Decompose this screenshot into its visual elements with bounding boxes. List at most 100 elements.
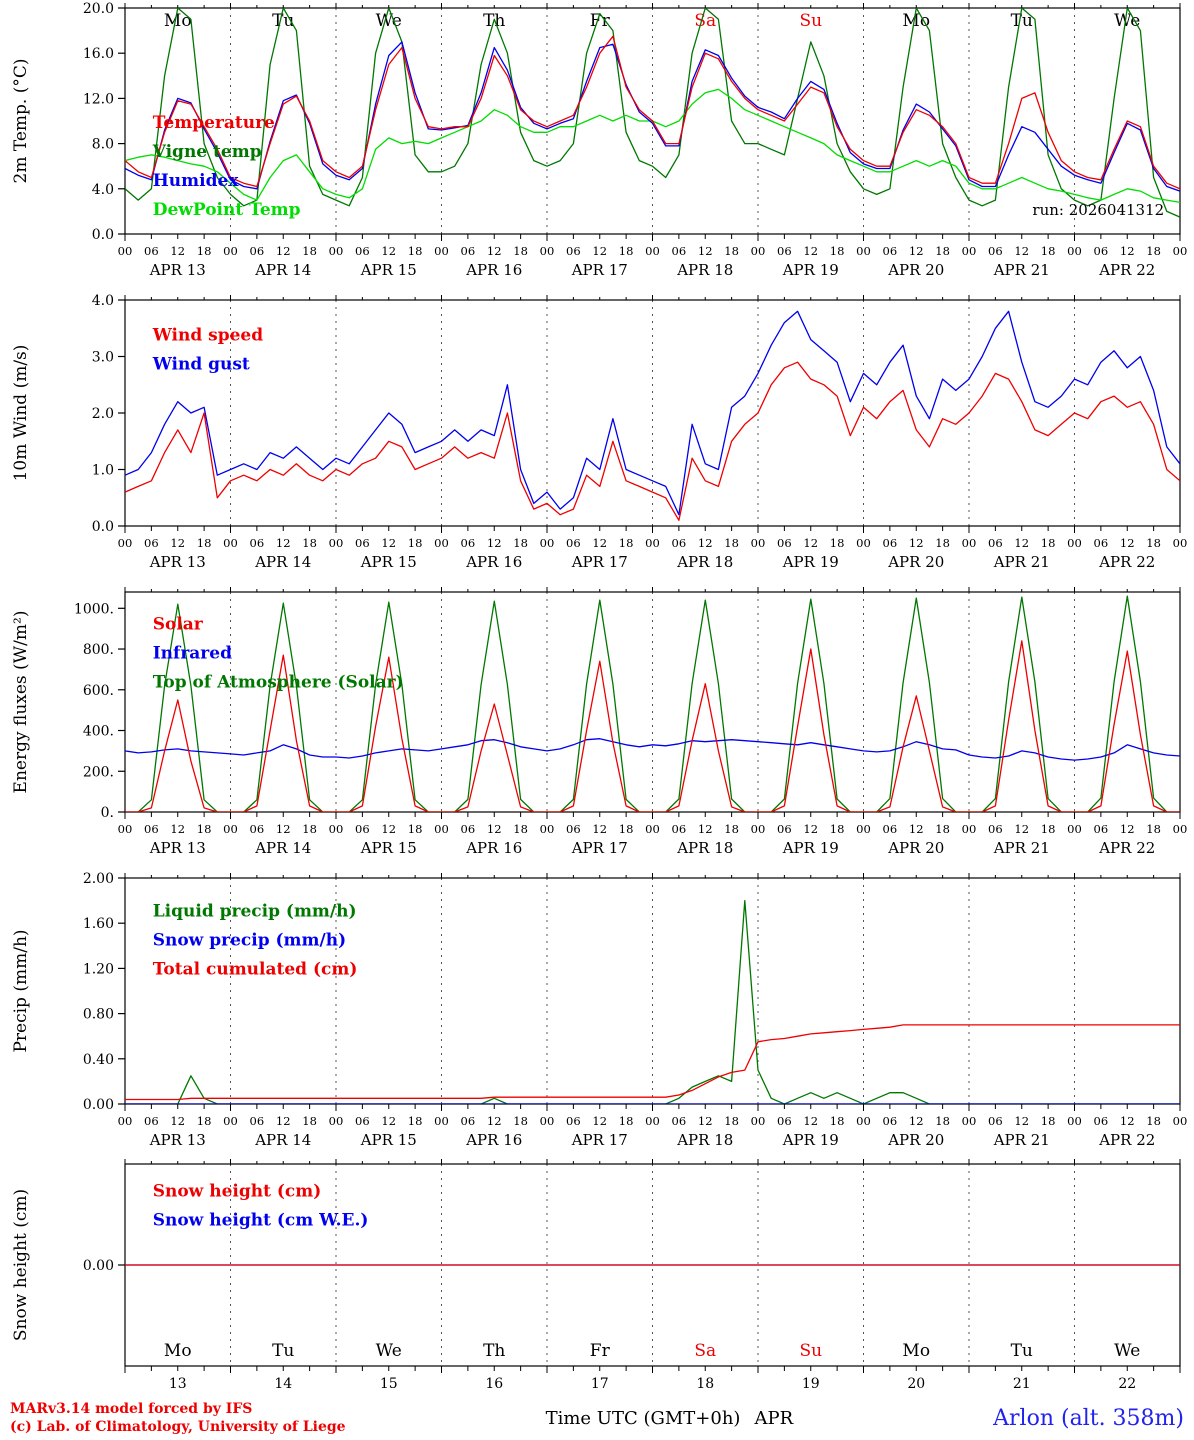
svg-text:00: 00: [118, 822, 133, 836]
svg-text:Tu: Tu: [1011, 1341, 1033, 1361]
svg-text:18: 18: [1041, 244, 1056, 258]
svg-text:00: 00: [434, 244, 449, 258]
svg-text:12: 12: [487, 822, 502, 836]
svg-text:2.00: 2.00: [83, 871, 114, 887]
svg-text:18: 18: [408, 822, 423, 836]
svg-text:06: 06: [461, 536, 476, 550]
svg-text:1.20: 1.20: [83, 961, 114, 977]
svg-text:18: 18: [513, 1114, 528, 1128]
svg-text:12: 12: [487, 1114, 502, 1128]
svg-text:00: 00: [751, 822, 766, 836]
svg-text:12: 12: [276, 244, 291, 258]
svg-text:APR 19: APR 19: [782, 261, 839, 279]
svg-text:We: We: [1114, 11, 1140, 31]
svg-text:00: 00: [645, 822, 660, 836]
temperature-chart: 0.0 4.0 8.0 12.0 16.0 20.0 00 06 12 18 00 06 12 18 00 0…: [11, 1, 1187, 279]
svg-text:Mo: Mo: [902, 1341, 930, 1361]
svg-text:06: 06: [988, 536, 1003, 550]
svg-text:APR 22: APR 22: [1098, 261, 1155, 279]
svg-text:00: 00: [645, 536, 660, 550]
svg-text:12: 12: [803, 244, 818, 258]
svg-text:12: 12: [170, 822, 185, 836]
svg-text:APR 14: APR 14: [254, 261, 311, 279]
svg-text:APR 16: APR 16: [465, 1131, 522, 1149]
svg-text:00: 00: [856, 822, 871, 836]
svg-text:12: 12: [1120, 244, 1135, 258]
svg-text:06: 06: [566, 244, 581, 258]
svg-text:00: 00: [329, 244, 344, 258]
svg-text:12: 12: [909, 822, 924, 836]
svg-text:Top of Atmosphere (Solar): Top of Atmosphere (Solar): [153, 672, 404, 692]
svg-text:We: We: [376, 1341, 402, 1361]
svg-text:We: We: [376, 11, 402, 31]
svg-text:00: 00: [434, 822, 449, 836]
svg-text:APR 15: APR 15: [360, 261, 417, 279]
svg-text:00: 00: [856, 1114, 871, 1128]
svg-text:12: 12: [592, 244, 607, 258]
precip-chart: 0.00 0.40 0.80 1.20 1.60 2.00 00 06 12 18 00 06 12 18…: [11, 871, 1187, 1149]
svg-text:APR 21: APR 21: [993, 553, 1050, 571]
precip-panel: 0.00 0.40 0.80 1.20 1.60 2.00 00 06 12 18 00 06 12 18…: [0, 866, 1194, 1158]
svg-text:18: 18: [1041, 1114, 1056, 1128]
svg-text:12: 12: [698, 536, 713, 550]
svg-text:00: 00: [118, 536, 133, 550]
svg-text:APR 14: APR 14: [254, 1131, 311, 1149]
svg-text:0.00: 0.00: [83, 1097, 114, 1113]
svg-text:00: 00: [118, 244, 133, 258]
svg-text:06: 06: [883, 536, 898, 550]
svg-text:18: 18: [935, 244, 950, 258]
svg-text:APR 22: APR 22: [1098, 1131, 1155, 1149]
svg-text:Su: Su: [799, 1341, 822, 1361]
svg-text:APR 22: APR 22: [1098, 839, 1155, 857]
svg-text:18: 18: [830, 536, 845, 550]
svg-text:12: 12: [276, 1114, 291, 1128]
svg-text:Total cumulated (cm): Total cumulated (cm): [153, 959, 358, 979]
svg-text:18: 18: [1146, 244, 1161, 258]
svg-text:Snow height (cm W.E.): Snow height (cm W.E.): [153, 1210, 369, 1230]
svg-text:12: 12: [381, 536, 396, 550]
svg-text:APR 16: APR 16: [465, 839, 522, 857]
footer: MARv3.14 model forced by IFS (c) Lab. of…: [0, 1396, 1194, 1440]
svg-text:12: 12: [1014, 1114, 1029, 1128]
svg-text:APR 20: APR 20: [887, 553, 944, 571]
svg-text:0.0: 0.0: [92, 519, 114, 535]
svg-text:12: 12: [381, 822, 396, 836]
svg-text:APR 20: APR 20: [887, 261, 944, 279]
svg-text:06: 06: [988, 822, 1003, 836]
svg-text:16.0: 16.0: [83, 46, 114, 62]
svg-text:22: 22: [1118, 1376, 1136, 1392]
svg-text:Mo: Mo: [902, 11, 930, 31]
svg-text:20.0: 20.0: [83, 1, 114, 17]
svg-text:Tu: Tu: [272, 11, 294, 31]
svg-text:APR 15: APR 15: [360, 553, 417, 571]
station-label: Arlon (alt. 358m): [993, 1405, 1184, 1431]
svg-text:06: 06: [672, 536, 687, 550]
svg-text:19: 19: [802, 1376, 820, 1392]
svg-text:800.: 800.: [83, 642, 114, 658]
svg-text:Infrared: Infrared: [153, 643, 232, 663]
svg-text:4.0: 4.0: [92, 293, 114, 309]
svg-text:06: 06: [988, 1114, 1003, 1128]
svg-text:00: 00: [540, 244, 555, 258]
svg-text:06: 06: [1094, 822, 1109, 836]
svg-text:20: 20: [907, 1376, 925, 1392]
svg-text:00: 00: [645, 1114, 660, 1128]
svg-text:12: 12: [487, 244, 502, 258]
snow-height-chart: 0.00 13 14 15 16 17 18 19 20 21 22 Mo Tu We Th Fr Sa Su Mo…: [11, 1159, 1181, 1392]
svg-text:APR 16: APR 16: [465, 261, 522, 279]
svg-text:12: 12: [592, 536, 607, 550]
energy-flux-chart: 0. 200. 400. 600. 800. 1000. 00 06 12 18 00 06 12 18 0…: [11, 587, 1187, 857]
svg-text:18: 18: [408, 1114, 423, 1128]
svg-text:06: 06: [144, 1114, 159, 1128]
svg-text:0.40: 0.40: [83, 1052, 114, 1068]
svg-text:06: 06: [461, 822, 476, 836]
svg-text:18: 18: [935, 1114, 950, 1128]
svg-text:1000.: 1000.: [74, 601, 114, 617]
svg-text:00: 00: [223, 244, 238, 258]
svg-text:18: 18: [724, 536, 739, 550]
svg-text:06: 06: [461, 244, 476, 258]
svg-text:12: 12: [170, 244, 185, 258]
svg-text:18: 18: [830, 822, 845, 836]
svg-text:12: 12: [592, 822, 607, 836]
